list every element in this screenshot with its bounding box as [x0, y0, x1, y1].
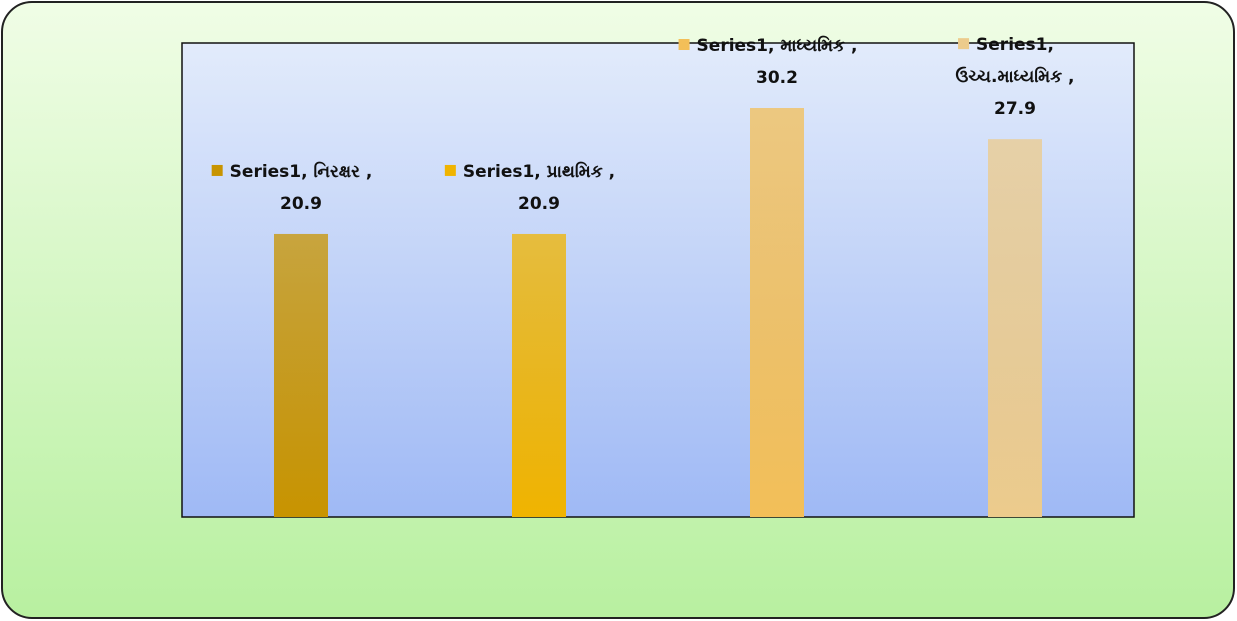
data-label: Series1, ઉચ્ચ.માધ્યમિક , 27.9: [955, 35, 1074, 119]
bar: [750, 108, 804, 518]
data-label: Series1, પ્રાથમિક , 20.9: [463, 161, 615, 214]
plot-area: [181, 42, 1135, 518]
legend-marker: [211, 164, 223, 176]
bar: [512, 233, 566, 517]
data-label: Series1, માધ્યમિક , 30.2: [697, 35, 858, 88]
legend-marker: [678, 39, 690, 51]
bar: [988, 139, 1042, 517]
bar: [274, 233, 328, 517]
legend-marker: [958, 38, 970, 50]
data-label: Series1, નિરક્ષર , 20.9: [230, 161, 373, 214]
legend-marker: [444, 164, 456, 176]
